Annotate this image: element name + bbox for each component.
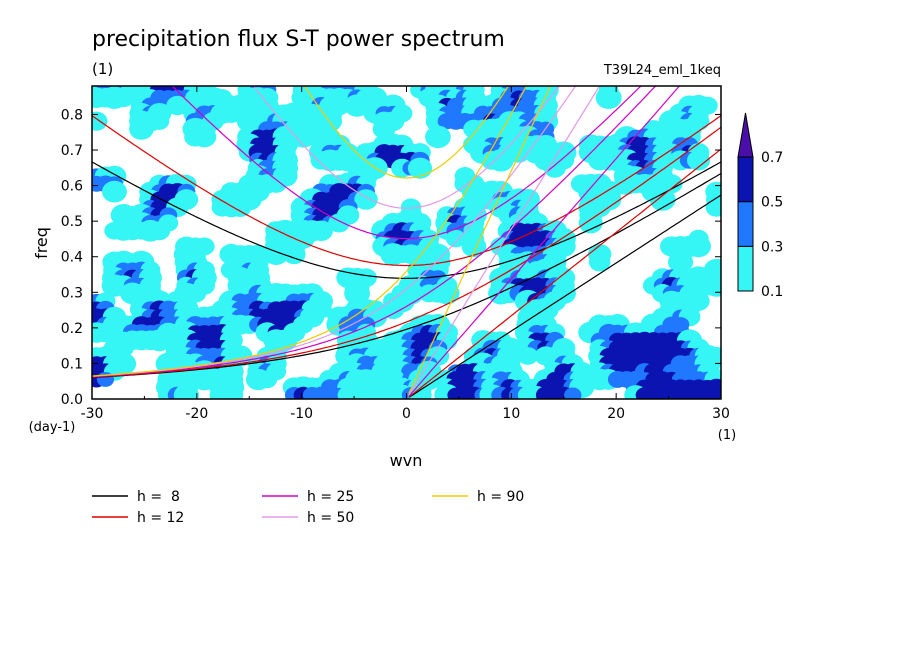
igw-curve <box>171 86 642 240</box>
contour-cell <box>461 235 487 258</box>
contour-cell <box>686 235 711 258</box>
igw-curve <box>92 161 721 279</box>
y-tick-label: 0.4 <box>61 250 83 266</box>
igw-curve <box>303 86 510 179</box>
contour-cell <box>101 180 127 203</box>
contour-cell <box>184 283 207 303</box>
contour-cell <box>517 347 539 365</box>
colorbar-segment <box>737 245 754 292</box>
x-axis-label: wvn <box>390 451 423 470</box>
x-tick-label: -30 <box>81 406 104 422</box>
legend-label: h = 25 <box>307 489 354 505</box>
contour-cell <box>543 158 566 178</box>
mrg-curve <box>92 86 528 377</box>
power-contours <box>92 86 721 399</box>
y-tick-label: 0.7 <box>61 143 83 159</box>
y-tick-label: 0.1 <box>61 356 83 372</box>
kelvin-curve <box>408 86 681 397</box>
units-label: (1) <box>92 60 113 78</box>
contour-cell <box>282 244 306 265</box>
contour-cell <box>588 252 611 272</box>
colorbar-label: 0.1 <box>761 284 783 300</box>
kelvin-curve <box>408 86 551 394</box>
kelvin-curve <box>408 86 601 396</box>
contour-cell <box>265 174 287 193</box>
contour-cell <box>129 118 154 140</box>
x-tick-label: 0 <box>402 406 411 422</box>
kelvin-curve <box>408 194 721 398</box>
dispersion-curves <box>92 86 721 398</box>
mrg-curve <box>92 126 721 378</box>
colorbar-segment <box>737 156 754 203</box>
contour-cell <box>112 88 135 108</box>
colorbar-label: 0.5 <box>761 195 783 211</box>
run-label: T39L24_eml_1keq <box>603 63 721 78</box>
mrg-curve <box>92 86 657 378</box>
igw-curve <box>92 115 721 267</box>
colorbar: 0.1 0.3 0.5 0.7 <box>737 112 783 300</box>
contour-cell <box>668 251 694 274</box>
contour-cell <box>257 370 278 389</box>
y-tick-label: 0.0 <box>61 392 83 408</box>
mrg-curve <box>92 86 577 377</box>
mrg-curve <box>92 172 721 379</box>
contour-cell <box>309 220 333 242</box>
y-tick-label: 0.3 <box>61 285 83 301</box>
contour-cell <box>564 387 582 399</box>
contour-cell <box>219 384 244 399</box>
igw-curve <box>252 86 561 209</box>
colorbar-label: 0.7 <box>761 150 783 166</box>
x-unit-label: (1) <box>718 428 736 443</box>
contour-cell <box>408 384 432 399</box>
x-tick-label: 10 <box>502 406 520 422</box>
contour-cell <box>434 282 460 305</box>
colorbar-label: 0.3 <box>761 239 783 255</box>
colorbar-segment <box>737 201 754 247</box>
plot-area: -30 -20 -10 0 10 20 30 0.0 0.1 0.2 0.3 0.4 0.5 0.6 0.7… <box>61 85 730 422</box>
legend-label: h = 90 <box>477 489 524 505</box>
contour-cell <box>344 94 370 117</box>
legend-label: h = 8 <box>137 489 180 505</box>
contour-cell <box>344 282 370 305</box>
contour-cell <box>149 112 170 130</box>
contour-cell <box>487 149 514 172</box>
contour-cell <box>445 229 466 248</box>
contour-cell <box>595 86 622 110</box>
contour-cell <box>173 384 199 399</box>
contour-cell <box>578 212 603 234</box>
axis-ticks: -30 -20 -10 0 10 20 30 0.0 0.1 0.2 0.3 0.4 0.5 0.6 0.7… <box>61 86 730 422</box>
contour-cell <box>335 149 361 172</box>
legend: h = 8 h = 12 h = 25 h = 50 h = 90 <box>92 489 524 526</box>
y-tick-label: 0.2 <box>61 321 83 337</box>
contour-cell <box>425 125 451 149</box>
contour-cell <box>229 197 252 218</box>
contour-cell <box>703 274 721 297</box>
kelvin-curve <box>408 148 721 398</box>
contour-cell <box>705 197 721 217</box>
contour-cell <box>707 387 721 399</box>
contour-cell <box>146 329 172 352</box>
contour-cell <box>148 221 171 241</box>
x-tick-label: -20 <box>185 406 208 422</box>
x-tick-label: 20 <box>607 406 625 422</box>
contour-cell <box>686 150 711 171</box>
legend-label: h = 12 <box>137 510 184 526</box>
y-tick-label: 0.5 <box>61 214 83 230</box>
y-unit-label: (day-1) <box>29 420 76 435</box>
contour-cell <box>346 385 369 399</box>
y-tick-label: 0.8 <box>61 107 83 123</box>
x-tick-label: 30 <box>712 406 730 422</box>
chart-title: precipitation flux S-T power spectrum <box>92 27 505 52</box>
y-tick-label: 0.6 <box>61 179 83 195</box>
contour-cell <box>192 126 217 148</box>
colorbar-extend-arrow <box>737 112 754 158</box>
y-axis-label: freq <box>32 227 51 259</box>
x-tick-label: -10 <box>290 406 313 422</box>
contour-cell <box>649 188 676 211</box>
legend-label: h = 50 <box>307 510 354 526</box>
